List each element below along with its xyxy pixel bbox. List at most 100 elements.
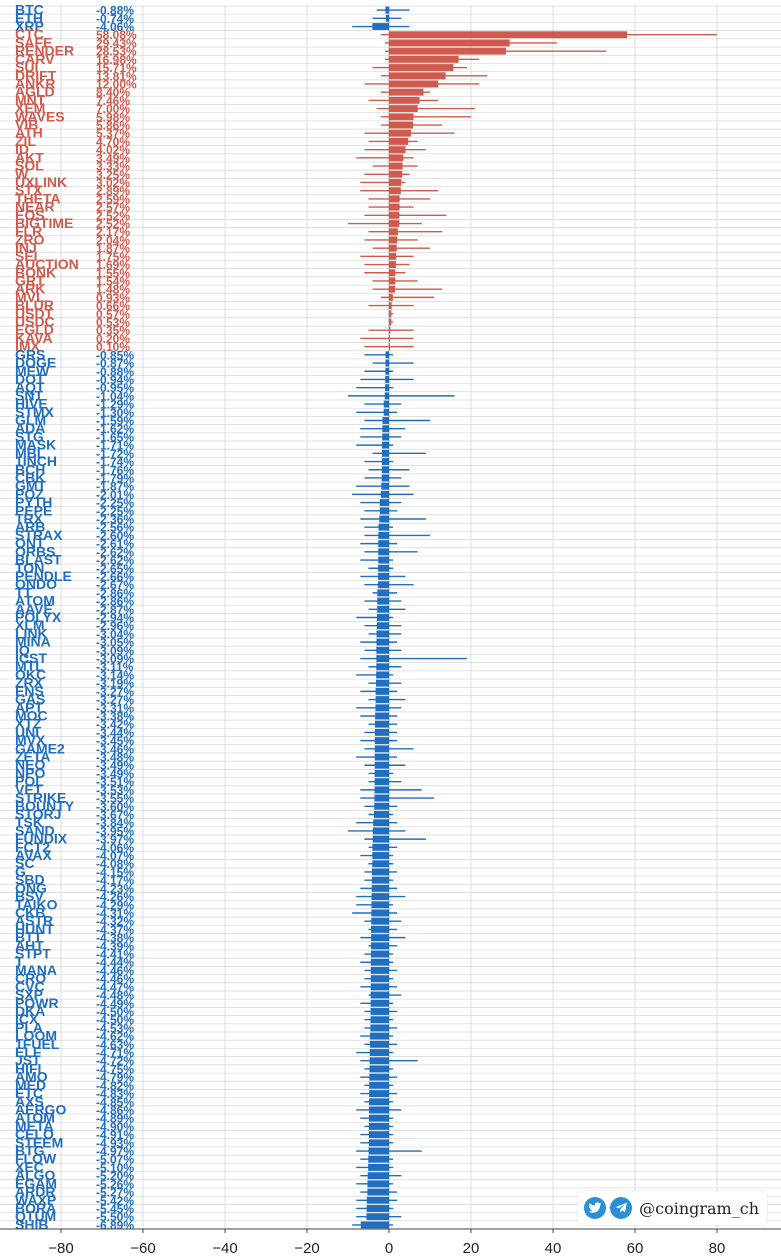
row-label: CKB [15, 904, 45, 920]
row-label: SBD [15, 872, 45, 888]
bar [376, 671, 389, 679]
row-label: ANKR [15, 75, 55, 91]
x-tick-label: 20 [463, 1240, 480, 1257]
pct-label: -4.26% [96, 890, 134, 904]
bar [380, 490, 389, 498]
row-label: GMT [15, 478, 47, 494]
row-label: MVX [15, 732, 46, 748]
bar [389, 343, 390, 351]
pct-label: -2.62% [96, 545, 134, 559]
pct-label: -3.53% [96, 783, 134, 797]
row-label: ELF [15, 1044, 42, 1060]
row-label: ATOM [15, 593, 55, 609]
row-label: OKC [15, 666, 46, 682]
bar [373, 819, 389, 827]
pct-label: 7.00% [96, 102, 130, 116]
pct-label: -4.46% [96, 964, 134, 978]
bar [389, 236, 398, 244]
pct-label: -1.74% [96, 455, 134, 469]
bar [379, 499, 389, 507]
row-label: CELO [15, 1126, 54, 1142]
bar [378, 556, 389, 564]
bar [367, 1188, 389, 1196]
bar [371, 884, 389, 892]
pct-label: 3.49% [96, 151, 130, 165]
pct-label: -4.47% [96, 980, 134, 994]
row-label: POL [15, 773, 44, 789]
row-label: T [15, 954, 24, 970]
bar [389, 326, 391, 334]
bar [389, 31, 628, 39]
pct-label: -3.09% [96, 644, 134, 658]
bar [370, 1032, 389, 1040]
row-label: AQT [15, 379, 45, 395]
pct-label: 1.87% [96, 242, 130, 256]
bar [374, 728, 389, 736]
row-label: PLA [15, 1019, 43, 1035]
row-label: VET [15, 781, 43, 797]
bar [381, 482, 389, 490]
bar [371, 917, 389, 925]
row-label: XLM [15, 617, 45, 633]
pct-label: -4.91% [96, 1128, 134, 1142]
pct-label: -2.36% [96, 513, 134, 527]
pct-label: -4.46% [96, 972, 134, 986]
bar [378, 573, 389, 580]
bar [369, 1049, 389, 1056]
pct-label: -4.38% [96, 931, 134, 945]
bar [372, 860, 389, 868]
pct-label: -0.87% [96, 357, 134, 371]
bar [367, 1180, 389, 1188]
row-label: IMX [15, 338, 41, 354]
row-label: PYTH [15, 494, 52, 510]
x-tick-label: −60 [130, 1240, 155, 1257]
pct-label: -1.30% [96, 406, 134, 420]
grid-layer [0, 5, 781, 1230]
pct-label: 3.33% [96, 160, 130, 174]
row-label: HIVE [15, 396, 48, 412]
bar [378, 548, 389, 556]
watermark-handle: @coingram_ch [639, 1198, 759, 1218]
pct-label: -4.50% [96, 1013, 134, 1027]
pct-label: 1.54% [96, 274, 130, 288]
row-label: ASTR [15, 913, 53, 929]
bar [377, 589, 389, 597]
pct-label: 0.57% [96, 307, 130, 321]
pct-label: -2.61% [96, 537, 134, 551]
row-label: SHIB [15, 1216, 48, 1232]
row-label: ARDR [15, 1184, 55, 1200]
bar [372, 827, 389, 835]
bar [374, 745, 389, 753]
bar [389, 154, 404, 162]
row-label: SNT [15, 387, 43, 403]
row-label: EGLD [15, 322, 54, 338]
bar [389, 310, 392, 318]
pct-label: -4.07% [96, 849, 134, 863]
bar [374, 737, 389, 745]
bar [381, 441, 389, 449]
row-label: BSV [15, 888, 44, 904]
pct-label: -2.60% [96, 529, 134, 543]
row-label: META [15, 1118, 54, 1134]
row-label: TSK [15, 814, 43, 830]
row-label: MEW [15, 363, 50, 379]
pct-label: 13.81% [96, 69, 137, 83]
pct-label: 1.48% [96, 283, 130, 297]
row-label: LINK [15, 625, 48, 641]
row-label: ONT [15, 535, 45, 551]
row-label: GAME2 [15, 740, 65, 756]
row-label: ENS [15, 683, 44, 699]
pct-label: 4.02% [96, 143, 130, 157]
row-label: NPO [15, 765, 45, 781]
pct-label: -3.45% [96, 734, 134, 748]
pct-label: -4.63% [96, 1038, 134, 1052]
pct-label: -3.14% [96, 668, 134, 682]
row-label: MASK [15, 437, 56, 453]
bar [385, 359, 389, 367]
pct-label: -4.50% [96, 1005, 134, 1019]
pct-label: 2.04% [96, 233, 130, 247]
row-label: FCT2 [15, 839, 50, 855]
row-label: TT [15, 584, 33, 600]
pct-label: -0.95% [96, 381, 134, 395]
row-label: BLUR [15, 297, 54, 313]
